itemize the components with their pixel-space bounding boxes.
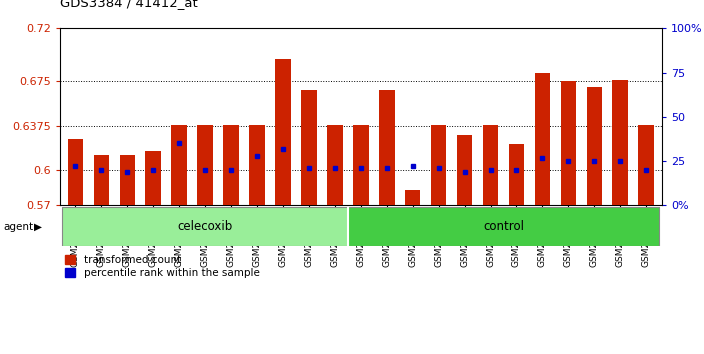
Bar [534,73,551,205]
Bar [301,90,317,205]
Bar [223,125,239,205]
Bar [327,125,343,205]
Bar [146,151,161,205]
Bar [483,125,498,205]
Text: ▶: ▶ [34,222,42,232]
Bar [275,59,291,205]
Bar [171,125,187,205]
Bar [612,80,628,205]
Legend: transformed count, percentile rank within the sample: transformed count, percentile rank withi… [65,255,260,278]
Bar [379,90,394,205]
Bar [586,87,602,205]
Text: GDS3384 / 41412_at: GDS3384 / 41412_at [60,0,198,9]
Text: control: control [483,220,524,233]
Bar [68,139,83,205]
Bar [249,125,265,205]
Bar [197,125,213,205]
Bar [457,135,472,205]
Bar [94,155,109,205]
Bar [120,155,135,205]
Bar [63,207,348,246]
Text: agent: agent [4,222,34,232]
Bar [348,207,659,246]
Bar [560,81,576,205]
Bar [639,125,654,205]
Bar [353,125,369,205]
Bar [405,190,420,205]
Text: celecoxib: celecoxib [177,220,233,233]
Bar [509,144,524,205]
Bar [431,125,446,205]
